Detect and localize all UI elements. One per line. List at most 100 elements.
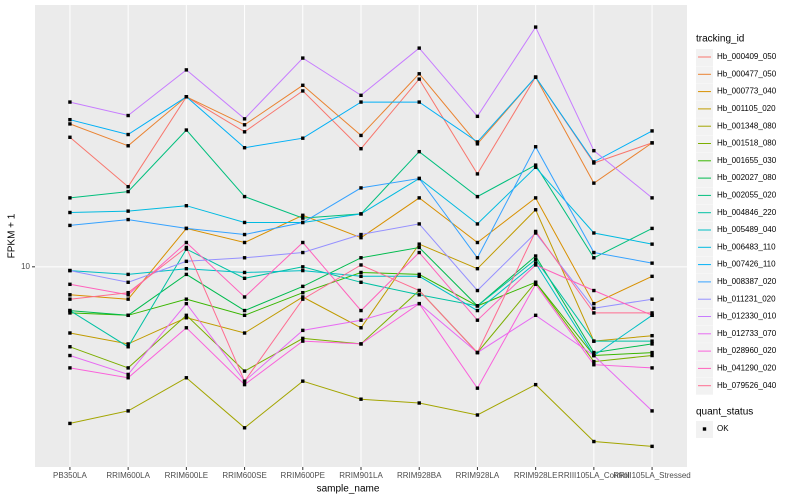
legend-label: Hb_000477_050 (717, 69, 777, 78)
data-point (126, 342, 130, 346)
data-point (650, 339, 654, 343)
data-point (242, 369, 247, 373)
data-point (184, 245, 189, 250)
legend-label: Hb_000409_050 (717, 52, 777, 61)
data-point (417, 242, 421, 246)
legend-label: Hb_002027_080 (717, 173, 777, 182)
data-point (301, 297, 305, 301)
data-point (126, 290, 130, 295)
data-point (68, 282, 72, 287)
data-point (301, 328, 305, 333)
data-point (68, 293, 72, 297)
data-point (417, 272, 421, 277)
data-point (417, 176, 421, 181)
data-point (533, 208, 538, 212)
data-point (650, 297, 654, 301)
data-point (242, 240, 247, 245)
data-point (301, 220, 305, 225)
data-point (359, 256, 363, 260)
data-point (533, 165, 538, 169)
data-point (68, 366, 72, 370)
x-tick-label: RRIM928LE (514, 471, 558, 480)
data-point (417, 72, 421, 76)
data-point (417, 274, 421, 279)
data-point (359, 232, 363, 237)
data-point (359, 318, 363, 322)
data-point (68, 311, 72, 315)
data-point (184, 68, 189, 72)
data-point (242, 270, 247, 275)
data-point (417, 301, 421, 306)
data-point (650, 333, 654, 338)
data-point (301, 284, 305, 289)
data-point (592, 306, 596, 310)
data-point (475, 386, 480, 390)
data-point (68, 210, 72, 215)
data-point (301, 56, 305, 60)
data-point (359, 270, 363, 275)
data-point (126, 184, 130, 189)
data-point (359, 93, 363, 98)
x-tick-label: RRIM600LE (165, 471, 209, 480)
data-point (359, 100, 363, 104)
data-point (417, 245, 421, 250)
data-point (184, 316, 189, 320)
data-point (475, 222, 480, 226)
x-tick-label: RRIM928BA (397, 471, 442, 480)
data-point (592, 311, 596, 315)
legend-label: Hb_001105_020 (717, 104, 776, 113)
data-point (126, 272, 130, 277)
data-point (592, 363, 596, 367)
data-point (184, 326, 189, 330)
data-point (592, 181, 596, 185)
data-point (359, 274, 363, 279)
data-point (592, 439, 596, 444)
data-point (650, 444, 654, 449)
data-point (650, 409, 654, 413)
data-point (301, 339, 305, 343)
data-point (359, 186, 363, 190)
data-point (242, 117, 247, 121)
data-point (242, 220, 247, 225)
data-point (533, 263, 538, 267)
data-point (184, 226, 189, 231)
legend-label: Hb_004846_220 (717, 208, 777, 217)
data-point (533, 261, 538, 265)
data-point (242, 276, 247, 281)
data-point (301, 268, 305, 273)
data-point (68, 100, 72, 104)
data-point (650, 129, 654, 133)
legend-label: Hb_012733_070 (717, 329, 777, 338)
data-point (184, 259, 189, 264)
data-point (592, 250, 596, 255)
legend-label: Hb_001655_030 (717, 156, 777, 165)
y-tick-label: 10 (21, 262, 30, 271)
legend-label: Hb_000773_040 (717, 87, 777, 96)
data-point (359, 280, 363, 284)
data-point (126, 372, 130, 377)
data-point (242, 256, 247, 260)
data-point (68, 268, 72, 273)
data-point (68, 223, 72, 228)
data-point (184, 376, 189, 380)
x-tick-label: RRIM600LA (106, 471, 150, 480)
data-point (417, 100, 421, 104)
data-point (359, 146, 363, 151)
legend-label: Hb_006483_110 (717, 242, 776, 251)
legend-label: Hb_028960_020 (717, 346, 777, 355)
data-point (359, 133, 363, 138)
data-point (242, 232, 247, 237)
data-point (650, 196, 654, 200)
data-point (301, 290, 305, 295)
data-point (359, 212, 363, 216)
data-point (533, 145, 538, 149)
status-legend-title: quant_status (696, 407, 753, 418)
data-point (475, 350, 480, 355)
data-point (475, 172, 480, 176)
data-point (126, 132, 130, 137)
data-point (475, 256, 480, 260)
data-point (68, 122, 72, 126)
data-point (126, 217, 130, 222)
data-point (533, 257, 538, 262)
